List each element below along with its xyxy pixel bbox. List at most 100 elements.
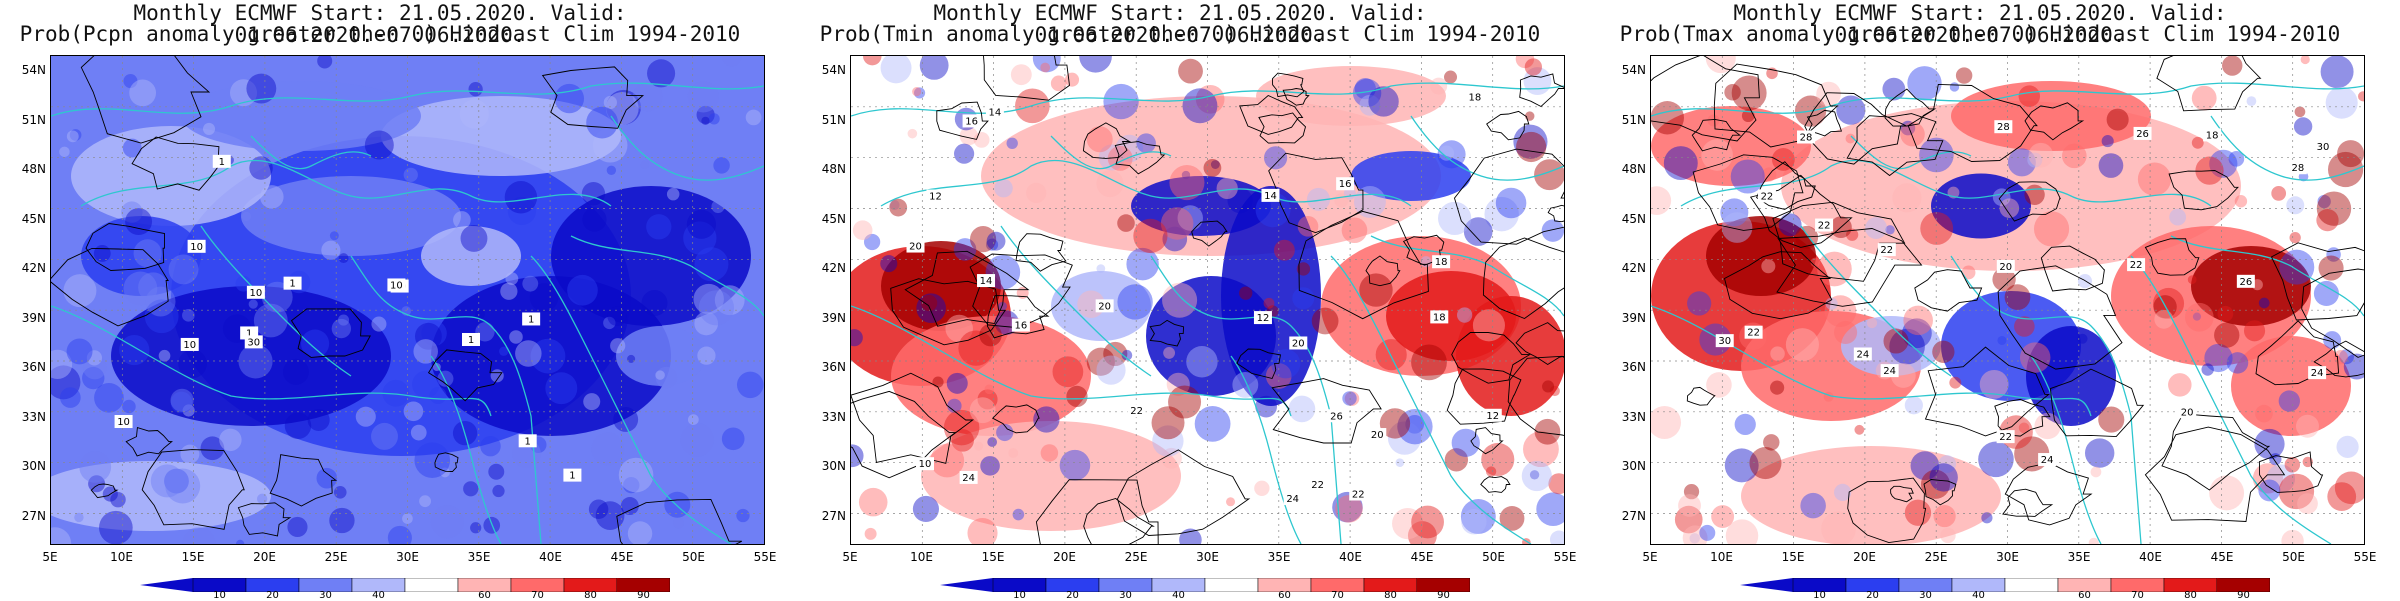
- coastline: [570, 235, 764, 317]
- shaded-speck: [164, 468, 189, 494]
- contour-label: 18: [1465, 90, 1484, 104]
- shaded-speck: [1734, 413, 1756, 436]
- contour: [1914, 269, 1983, 312]
- shaded-speck: [522, 275, 539, 292]
- contour: [851, 390, 957, 479]
- shaded-speck: [74, 512, 84, 523]
- contour-label: 16: [1011, 318, 1030, 332]
- shaded-region: [1351, 151, 1471, 201]
- shaded-speck: [979, 323, 1002, 347]
- shaded-speck: [1725, 519, 1759, 544]
- shaded-speck: [1929, 463, 1958, 492]
- shaded-speck: [51, 349, 73, 379]
- lat-label: 39N: [21, 310, 46, 325]
- shaded-speck: [1541, 219, 1564, 242]
- lat-label: 42N: [21, 261, 46, 275]
- contour-label: 12: [926, 189, 945, 203]
- contour: [1507, 355, 1564, 436]
- shaded-speck: [414, 442, 451, 478]
- shaded-speck: [382, 379, 410, 407]
- contour: [290, 308, 371, 358]
- contour-label: 24: [1853, 347, 1872, 361]
- coastline: [851, 82, 1564, 117]
- shaded-speck: [1096, 170, 1124, 198]
- shaded-speck: [515, 340, 542, 367]
- contour: [434, 452, 459, 472]
- lon-label: 30E: [396, 550, 419, 564]
- contour: [1082, 122, 1132, 159]
- shaded-speck: [889, 199, 900, 211]
- shaded-speck: [2217, 305, 2234, 322]
- shaded-speck: [1438, 145, 1455, 161]
- svg-text:14: 14: [1264, 191, 1277, 202]
- shaded-speck: [1397, 409, 1433, 445]
- shaded-speck: [1263, 146, 1288, 170]
- contour: [125, 427, 173, 457]
- shaded-speck: [588, 499, 609, 519]
- colorbar-tick-label: 30: [319, 590, 332, 601]
- lat-label: 51N: [821, 112, 846, 127]
- shaded-speck: [2106, 108, 2129, 131]
- contour-label: 28: [1994, 120, 2013, 134]
- shaded-speck: [1933, 504, 1956, 528]
- shaded-speck: [1463, 217, 1493, 246]
- shaded-speck: [509, 330, 523, 344]
- shaded-speck: [317, 56, 333, 69]
- shaded-speck: [1524, 58, 1543, 76]
- shaded-speck: [2090, 466, 2102, 478]
- contour-label: 10: [180, 337, 199, 351]
- svg-text:16: 16: [1339, 179, 1352, 190]
- shaded-speck: [2325, 86, 2358, 119]
- lon-label: 50E: [682, 550, 705, 564]
- svg-text:20: 20: [1999, 262, 2012, 273]
- contour-label: 12: [1253, 311, 1272, 325]
- svg-text:22: 22: [1761, 191, 1774, 202]
- svg-text:24: 24: [962, 473, 975, 484]
- shaded-speck: [880, 255, 898, 273]
- coastline: [1230, 355, 1302, 544]
- lat-label: 30N: [1621, 459, 1646, 473]
- shaded-speck: [129, 79, 157, 107]
- contour: [1998, 181, 2062, 222]
- shaded-speck: [453, 211, 471, 229]
- lon-label: 10E: [110, 550, 133, 564]
- lat-label: 30N: [21, 459, 46, 473]
- shaded-speck: [1341, 217, 1368, 244]
- shaded-region: [1651, 106, 1811, 186]
- shaded-speck: [1882, 77, 1906, 101]
- shaded-speck: [694, 311, 719, 336]
- colorbar-tick-label: 90: [637, 590, 650, 601]
- shaded-speck: [387, 525, 412, 544]
- shaded-speck: [2234, 195, 2248, 208]
- contour-label: 22: [1815, 218, 1834, 232]
- shaded-speck: [338, 314, 350, 326]
- shaded-speck: [1481, 442, 1515, 477]
- shaded-speck: [2266, 464, 2296, 494]
- shaded-speck: [66, 130, 79, 143]
- shaded-speck: [2279, 249, 2315, 285]
- shaded-speck: [1210, 160, 1220, 169]
- colorbar: [1740, 577, 2271, 596]
- coastline: [1050, 135, 1172, 170]
- shaded-speck: [1335, 495, 1363, 523]
- contour-label: 22: [1127, 404, 1146, 418]
- shaded-speck: [1096, 355, 1126, 385]
- shaded-speck: [284, 412, 312, 439]
- contour: [1480, 476, 1511, 493]
- shaded-speck: [338, 253, 349, 264]
- shaded-speck: [1430, 77, 1448, 95]
- shaded-speck: [1529, 470, 1540, 480]
- contour: [2168, 170, 2239, 211]
- shaded-speck: [889, 198, 908, 217]
- shaded-speck: [2226, 352, 2249, 374]
- shaded-speck: [1516, 131, 1547, 163]
- shaded-speck: [2014, 316, 2035, 337]
- shaded-speck: [282, 358, 309, 385]
- svg-text:28: 28: [2291, 163, 2304, 174]
- shaded-speck: [613, 407, 639, 432]
- shaded-speck: [969, 226, 997, 253]
- shaded-speck: [1086, 347, 1115, 376]
- shaded-speck: [1902, 318, 1932, 349]
- colorbar-tick-label: 30: [1919, 590, 1932, 601]
- shaded-region: [181, 81, 421, 151]
